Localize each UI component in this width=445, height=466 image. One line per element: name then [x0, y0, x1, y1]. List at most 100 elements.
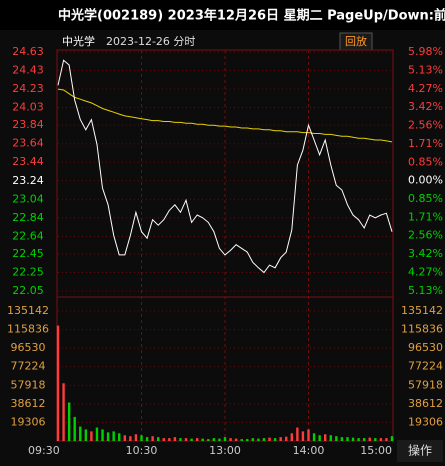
volume-bar: [312, 433, 316, 441]
volume-bar: [234, 438, 238, 441]
volume-bar: [301, 431, 305, 441]
x-tick-label: 13:00: [209, 444, 241, 457]
header-bar: [0, 0, 445, 30]
volume-bar: [95, 427, 99, 441]
volume-bar: [168, 438, 171, 441]
header-title: 中光学(002189) 2023年12月26日 星期二 PageUp/Down:…: [58, 8, 445, 24]
volume-bar: [318, 435, 321, 441]
volume-bar: [390, 436, 394, 441]
volume-bar: [374, 438, 377, 441]
volume-bar: [296, 427, 299, 441]
volume-bar: [201, 438, 204, 441]
volume-bar: [357, 438, 360, 441]
y-tick-label: 22.25: [12, 265, 44, 278]
volume-bar: [279, 437, 282, 441]
y-tick-label: 24.23: [12, 82, 44, 95]
volume-bar: [229, 438, 232, 441]
series-line: [57, 88, 393, 143]
y2-tick-label: 4.27%: [408, 82, 443, 95]
x-tick-label: 10:30: [126, 444, 158, 457]
volume-bar: [324, 434, 327, 441]
volume-bar: [340, 437, 344, 441]
y-tick-label: 23.84: [12, 118, 44, 131]
volume-bar: [123, 435, 126, 441]
volume-bar: [106, 432, 110, 441]
y-tick-label: 22.84: [12, 211, 44, 224]
y2-tick-label: 3.42%: [408, 100, 443, 113]
y-tick-label: 22.64: [12, 229, 44, 242]
volume-bar: [307, 429, 310, 441]
volume-bar: [351, 437, 355, 441]
volume-bar: [62, 383, 65, 441]
volume-bar: [346, 437, 349, 441]
volume-bar: [268, 437, 271, 441]
volume-bar: [212, 438, 216, 441]
volume-bar: [90, 431, 93, 441]
y-tick-label: 23.24: [12, 174, 44, 187]
volume-tick-label-right: 96530: [408, 341, 443, 354]
volume-tick-label-right: 19306: [408, 415, 443, 428]
volume-bar: [218, 438, 221, 441]
volume-bar: [134, 434, 138, 441]
y-tick-label: 22.45: [12, 247, 44, 260]
volume-bar: [246, 439, 249, 441]
volume-tick-label: 135142: [7, 304, 49, 317]
volume-bar: [262, 438, 266, 441]
volume-bar: [362, 438, 366, 441]
y-tick-label: 24.63: [12, 45, 44, 58]
y2-tick-label: 3.42%: [408, 247, 443, 260]
volume-bar: [240, 439, 243, 441]
volume-bar: [184, 438, 188, 441]
y2-tick-label: 5.13%: [408, 284, 443, 297]
volume-bar: [257, 438, 260, 441]
y-tick-label: 22.05: [12, 284, 44, 297]
y-tick-label: 23.04: [12, 192, 44, 205]
volume-bar: [195, 438, 199, 441]
stock-name: 中光学: [62, 34, 95, 48]
volume-bar: [73, 416, 76, 441]
volume-bar: [84, 429, 88, 441]
x-tick-label: 09:30: [28, 444, 60, 457]
y-tick-label: 24.03: [12, 101, 44, 114]
y2-tick-label: 5.98%: [408, 45, 443, 58]
y2-tick-label: 5.13%: [408, 63, 443, 76]
volume-tick-label: 115836: [7, 323, 49, 336]
y2-tick-label: 1.71%: [408, 137, 443, 150]
volume-bar: [129, 436, 132, 441]
volume-bar: [385, 438, 388, 441]
volume-bar: [190, 438, 193, 441]
date-label: 2023-12-26 分时: [106, 35, 195, 48]
y-tick-label: 23.64: [12, 137, 44, 150]
volume-tick-label: 19306: [11, 415, 46, 428]
volume-bar: [179, 438, 182, 441]
volume-bar: [56, 325, 60, 441]
y2-tick-label: 0.85%: [408, 155, 443, 168]
volume-bar: [112, 431, 115, 441]
volume-bar: [173, 437, 177, 441]
volume-bar: [157, 437, 160, 441]
y2-tick-label: 1.71%: [408, 210, 443, 223]
y2-tick-label: 0.85%: [408, 192, 443, 205]
x-tick-label: 14:00: [293, 444, 325, 457]
volume-tick-label: 38612: [11, 397, 46, 410]
volume-bar: [223, 437, 227, 441]
operate-button[interactable]: [397, 440, 443, 462]
volume-bar: [79, 426, 82, 441]
replay-label[interactable]: 回放: [345, 34, 367, 48]
volume-bar: [251, 438, 255, 441]
volume-tick-label-right: 135142: [401, 304, 443, 317]
y-tick-label: 24.43: [12, 64, 44, 77]
volume-bar: [329, 435, 332, 441]
volume-bar: [335, 436, 338, 441]
y2-tick-label: 2.56%: [408, 229, 443, 242]
volume-bar: [67, 402, 71, 441]
x-tick-label: 15:00: [360, 444, 392, 457]
volume-bar: [140, 435, 143, 441]
volume-bar: [162, 438, 165, 441]
y2-tick-label: 2.56%: [408, 119, 443, 132]
operate-label[interactable]: 操作: [408, 443, 432, 458]
volume-bar: [273, 438, 277, 441]
volume-tick-label-right: 115836: [401, 323, 443, 336]
y-tick-label: 23.44: [12, 155, 44, 168]
